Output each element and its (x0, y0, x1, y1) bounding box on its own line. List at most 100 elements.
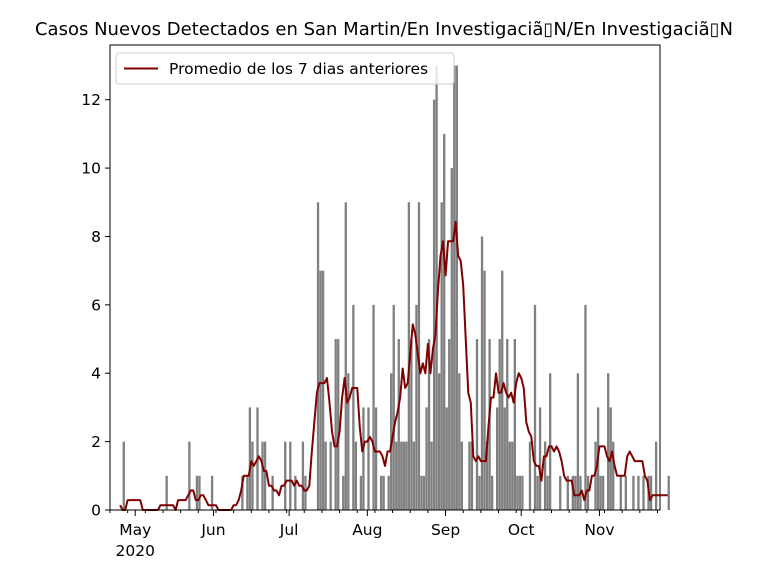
daily-case-bar (574, 475, 577, 510)
legend-box (115, 52, 455, 85)
daily-case-bar (425, 407, 428, 510)
daily-case-bar (301, 441, 305, 510)
daily-case-bar (566, 475, 569, 510)
daily-case-bar (586, 475, 590, 510)
daily-case-bar (392, 304, 395, 510)
daily-case-bar (344, 202, 347, 510)
y-axis: 0 2 4 6 8 10 12 (81, 91, 110, 520)
daily-case-bar (334, 339, 337, 510)
daily-case-bar (533, 304, 537, 510)
daily-case-bar (511, 441, 514, 510)
legend-label: Promedio de los 7 dias anteriores (169, 60, 428, 78)
daily-case-bar (458, 373, 461, 510)
x-tick-label: Sep (431, 521, 460, 539)
daily-case-bar (405, 441, 408, 510)
daily-case-bar (319, 270, 322, 510)
daily-case-bar (359, 475, 363, 510)
daily-case-bar (372, 304, 375, 510)
daily-case-bar (654, 441, 658, 510)
daily-case-bar (397, 339, 400, 510)
x-tick-label: Jul (279, 521, 299, 539)
daily-case-bar (382, 475, 385, 510)
x-tick-label: May (119, 521, 151, 539)
daily-case-bar (427, 339, 431, 510)
daily-case-bar (412, 441, 416, 510)
daily-case-bar (649, 475, 653, 510)
daily-case-bar (543, 441, 547, 510)
daily-case-bar (443, 133, 446, 510)
daily-case-bar (410, 339, 413, 510)
daily-case-bar (198, 475, 201, 510)
daily-case-bar (395, 441, 398, 510)
y-tick-label: 0 (91, 502, 101, 520)
x-tick-label: Jun (200, 521, 225, 539)
daily-case-bar (518, 475, 522, 510)
daily-case-bar (367, 407, 370, 510)
moving-average-line (119, 220, 668, 511)
daily-case-bar (342, 475, 345, 510)
daily-case-bar (246, 475, 249, 510)
y-tick-label: 12 (81, 91, 101, 109)
daily-case-bar (248, 407, 252, 510)
daily-case-bar (362, 407, 365, 510)
legend: Promedio de los 7 dias anteriores (115, 52, 455, 85)
daily-case-bar (516, 475, 519, 510)
daily-case-bar (165, 475, 168, 510)
daily-case-bar (528, 441, 532, 510)
daily-case-bar (352, 304, 355, 510)
daily-case-bar (490, 475, 494, 510)
daily-case-bar (584, 304, 587, 510)
daily-case-bar (478, 475, 481, 510)
daily-case-bar (521, 475, 524, 510)
daily-case-bar (503, 407, 506, 510)
daily-case-bar (624, 475, 627, 510)
daily-case-bar (354, 441, 358, 510)
daily-case-bar (415, 304, 418, 510)
daily-case-bar (374, 407, 378, 510)
daily-case-bar (402, 441, 405, 510)
daily-case-bar (387, 475, 390, 510)
daily-case-bar (496, 407, 499, 510)
daily-case-bar (455, 65, 458, 510)
plot-frame (109, 44, 661, 511)
daily-case-bar (261, 441, 264, 510)
daily-case-bar (667, 475, 670, 510)
daily-case-bar (347, 373, 350, 510)
daily-case-bar (422, 475, 426, 510)
daily-case-bar (430, 441, 433, 510)
x-tick-label: Aug (352, 521, 382, 539)
daily-case-bar (210, 475, 214, 510)
daily-case-bar (594, 441, 597, 510)
daily-case-bar (379, 475, 383, 510)
daily-case-bar (251, 441, 254, 510)
daily-case-bar (337, 339, 340, 510)
daily-case-bar (475, 339, 479, 510)
daily-case-bar (420, 475, 423, 510)
daily-case-bar (513, 339, 516, 510)
daily-case-bar (263, 441, 267, 510)
daily-case-bar (559, 475, 562, 510)
daily-case-bar (329, 441, 332, 510)
daily-case-bar (122, 441, 125, 510)
y-tick-label: 6 (91, 296, 101, 314)
daily-case-bar (485, 441, 489, 510)
y-tick-label: 2 (91, 433, 101, 451)
daily-case-bar (445, 407, 448, 510)
daily-case-bar (437, 373, 441, 510)
daily-case-bar (407, 202, 411, 510)
daily-case-bar (470, 441, 474, 510)
daily-case-bar (460, 441, 464, 510)
daily-case-bar (284, 441, 287, 510)
daily-case-bar (576, 373, 580, 510)
daily-case-bar (538, 407, 542, 510)
daily-case-bar (612, 441, 615, 510)
daily-case-bar (321, 270, 325, 510)
daily-case-bar (400, 441, 403, 510)
daily-case-bar (289, 441, 292, 510)
daily-case-bar (599, 475, 602, 510)
daily-case-bar (468, 441, 471, 510)
daily-case-bar (450, 168, 453, 510)
daily-case-bar (316, 202, 320, 510)
daily-case-bar (432, 99, 436, 511)
